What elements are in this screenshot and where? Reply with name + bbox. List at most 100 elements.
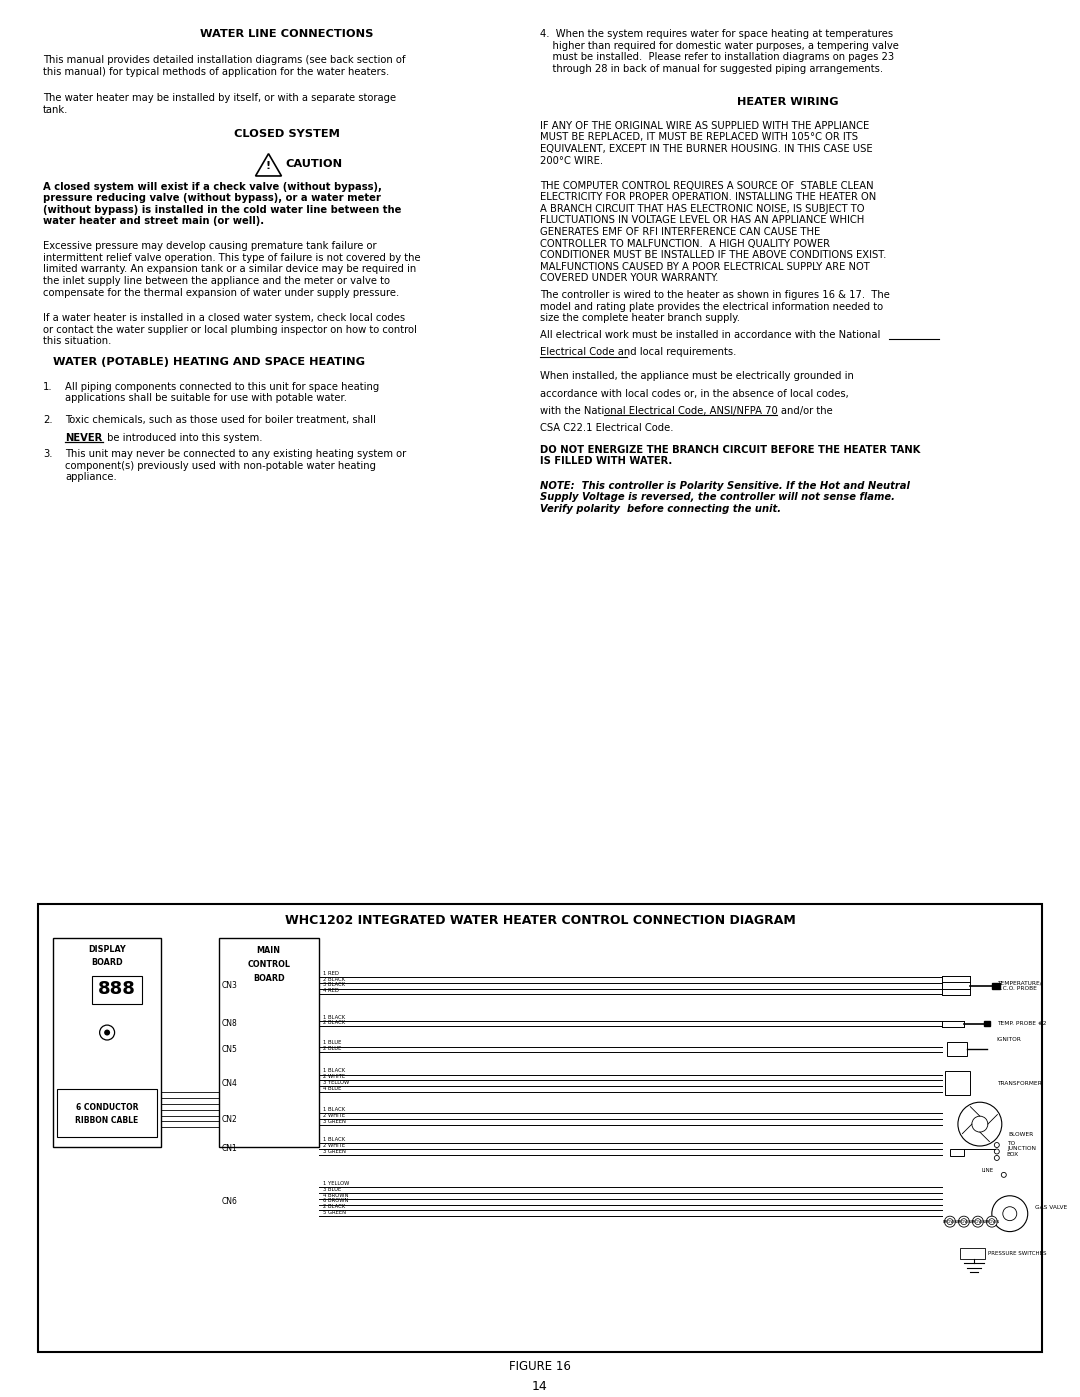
Text: 4 BLUE: 4 BLUE [323, 1085, 341, 1091]
Bar [57, 1090, 157, 1137]
Text: 4 RED: 4 RED [323, 988, 338, 993]
Text: 1.: 1. [43, 381, 53, 391]
Text: WATER LINE CONNECTIONS: WATER LINE CONNECTIONS [200, 29, 374, 39]
Bar [960, 1248, 985, 1260]
Text: FIGURE 16: FIGURE 16 [509, 1361, 571, 1373]
Text: CN5: CN5 [221, 1045, 238, 1053]
Text: IF ANY OF THE ORIGINAL WIRE AS SUPPLIED WITH THE APPLIANCE
MUST BE REPLACED, IT : IF ANY OF THE ORIGINAL WIRE AS SUPPLIED … [540, 120, 873, 166]
Text: 888: 888 [98, 979, 136, 997]
Text: !: ! [266, 161, 271, 170]
Bar [950, 1148, 964, 1155]
Circle shape [972, 1217, 984, 1227]
Text: RIBBON CABLE: RIBBON CABLE [76, 1116, 138, 1125]
Text: IGNITOR: IGNITOR [997, 1037, 1022, 1042]
Text: NEVER: NEVER [65, 433, 103, 443]
Circle shape [986, 1217, 997, 1227]
Text: DO NOT ENERGIZE THE BRANCH CIRCUIT BEFORE THE HEATER TANK
IS FILLED WITH WATER.: DO NOT ENERGIZE THE BRANCH CIRCUIT BEFOR… [540, 444, 920, 467]
Text: with the National Electrical Code, ANSI/NFPA 70 and/or the: with the National Electrical Code, ANSI/… [540, 407, 833, 416]
Text: 2 BLACK: 2 BLACK [323, 1204, 345, 1210]
Circle shape [944, 1217, 956, 1227]
Text: PRESSURE SWITCHES: PRESSURE SWITCHES [988, 1250, 1047, 1256]
Text: Toxic chemicals, such as those used for boiler treatment, shall: Toxic chemicals, such as those used for … [65, 415, 376, 426]
Text: BROWN: BROWN [970, 1220, 985, 1224]
Text: CN3: CN3 [221, 981, 238, 990]
Text: BLOWER: BLOWER [1009, 1132, 1034, 1137]
Text: TEMPERATURE/
E.C.O. PROBE: TEMPERATURE/ E.C.O. PROBE [997, 981, 1041, 990]
Text: be introduced into this system.: be introduced into this system. [104, 433, 262, 443]
Text: 1 BLACK: 1 BLACK [323, 1137, 345, 1141]
Text: BOARD: BOARD [92, 958, 123, 967]
Text: CONTROL: CONTROL [247, 960, 291, 970]
Text: All electrical work must be installed in accordance with the National: All electrical work must be installed in… [540, 330, 880, 339]
Text: All piping components connected to this unit for space heating
applications shal: All piping components connected to this … [65, 381, 379, 404]
Text: BROWN: BROWN [957, 1220, 972, 1224]
Text: This unit may never be connected to any existing heating system or
component(s) : This unit may never be connected to any … [65, 450, 406, 482]
Text: WATER (POTABLE) HEATING AND SPACE HEATING: WATER (POTABLE) HEATING AND SPACE HEATIN… [53, 356, 365, 367]
Text: CN6: CN6 [221, 1197, 238, 1206]
Text: 2 WHITE: 2 WHITE [323, 1113, 345, 1118]
Circle shape [958, 1217, 970, 1227]
Text: 2 BLACK: 2 BLACK [323, 1020, 345, 1025]
Text: 14: 14 [532, 1380, 548, 1393]
Text: CN2: CN2 [221, 1115, 238, 1123]
Text: If a water heater is installed in a closed water system, check local codes
or co: If a water heater is installed in a clos… [43, 313, 417, 346]
Circle shape [104, 1030, 110, 1035]
Text: TRANSFORMER: TRANSFORMER [997, 1081, 1041, 1085]
Bar [53, 937, 161, 1147]
Text: CN8: CN8 [221, 1018, 238, 1028]
Text: CAUTION: CAUTION [285, 159, 342, 169]
Text: 3 BLACK: 3 BLACK [323, 982, 345, 988]
Text: 3 GREEN: 3 GREEN [323, 1148, 346, 1154]
Text: 1 BLACK: 1 BLACK [323, 1014, 345, 1020]
Text: 3 BLUE: 3 BLUE [323, 1187, 341, 1192]
Text: BOARD: BOARD [253, 974, 284, 983]
Bar [92, 977, 143, 1003]
Text: GAS VALVE: GAS VALVE [1035, 1206, 1067, 1210]
Text: LINE: LINE [982, 1168, 994, 1173]
Text: 6 BROWN: 6 BROWN [323, 1199, 348, 1203]
Text: MAIN: MAIN [257, 946, 281, 956]
Text: CN1: CN1 [221, 1144, 238, 1154]
Text: The controller is wired to the heater as shown in figures 16 & 17.  The
model an: The controller is wired to the heater as… [540, 291, 890, 323]
Text: Electrical Code and local requirements.: Electrical Code and local requirements. [540, 348, 735, 358]
Text: DISPLAY: DISPLAY [89, 944, 126, 954]
Text: 2.: 2. [43, 415, 53, 426]
Text: This manual provides detailed installation diagrams (see back section of
this ma: This manual provides detailed installati… [43, 54, 406, 77]
Bar [947, 1042, 967, 1056]
Text: 2 BLUE: 2 BLUE [323, 1046, 341, 1051]
Text: 1 BLACK: 1 BLACK [323, 1069, 345, 1073]
Text: CLOSED SYSTEM: CLOSED SYSTEM [233, 129, 339, 138]
Text: The water heater may be installed by itself, or with a separate storage
tank.: The water heater may be installed by its… [43, 94, 396, 115]
Text: 1 YELLOW: 1 YELLOW [323, 1180, 349, 1186]
Text: TEMP. PROBE #2: TEMP. PROBE #2 [997, 1021, 1047, 1025]
Bar [984, 1021, 990, 1025]
Text: When installed, the appliance must be electrically grounded in: When installed, the appliance must be el… [540, 372, 853, 381]
Text: BROWN: BROWN [984, 1220, 999, 1224]
Text: accordance with local codes or, in the absence of local codes,: accordance with local codes or, in the a… [540, 388, 849, 398]
Text: 2 WHITE: 2 WHITE [323, 1074, 345, 1080]
Text: 3 GREEN: 3 GREEN [323, 1119, 346, 1123]
Text: 6 CONDUCTOR: 6 CONDUCTOR [76, 1102, 138, 1112]
Text: 1 BLACK: 1 BLACK [323, 1108, 345, 1112]
Text: Excessive pressure may develop causing premature tank failure or
intermittent re: Excessive pressure may develop causing p… [43, 242, 421, 298]
Text: 5 GREEN: 5 GREEN [323, 1210, 346, 1215]
Bar [945, 1071, 970, 1095]
Text: CSA C22.1 Electrical Code.: CSA C22.1 Electrical Code. [540, 423, 673, 433]
Text: WHC1202 INTEGRATED WATER HEATER CONTROL CONNECTION DIAGRAM: WHC1202 INTEGRATED WATER HEATER CONTROL … [285, 914, 795, 928]
Text: 3.: 3. [43, 450, 53, 460]
Text: 1 BLUE: 1 BLUE [323, 1041, 341, 1045]
Bar [38, 904, 1042, 1352]
Text: THE COMPUTER CONTROL REQUIRES A SOURCE OF  STABLE CLEAN
ELECTRICITY FOR PROPER O: THE COMPUTER CONTROL REQUIRES A SOURCE O… [540, 180, 886, 284]
Text: 4 BROWN: 4 BROWN [323, 1193, 348, 1197]
Bar [991, 982, 1000, 989]
Text: HEATER WIRING: HEATER WIRING [738, 96, 839, 108]
Text: NOTE:  This controller is Polarity Sensitive. If the Hot and Neutral
Supply Volt: NOTE: This controller is Polarity Sensit… [540, 481, 909, 514]
Text: CN4: CN4 [221, 1078, 238, 1088]
Text: 1 RED: 1 RED [323, 971, 338, 977]
Text: 4.  When the system requires water for space heating at temperatures
    higher : 4. When the system requires water for sp… [540, 29, 899, 74]
Text: BROWN: BROWN [943, 1220, 958, 1224]
Text: 3 YELLOW: 3 YELLOW [323, 1080, 349, 1085]
Text: 2 BLACK: 2 BLACK [323, 977, 345, 982]
Text: 2 WHITE: 2 WHITE [323, 1143, 345, 1148]
Text: A closed system will exist if a check valve (without bypass),
pressure reducing : A closed system will exist if a check va… [43, 182, 402, 226]
